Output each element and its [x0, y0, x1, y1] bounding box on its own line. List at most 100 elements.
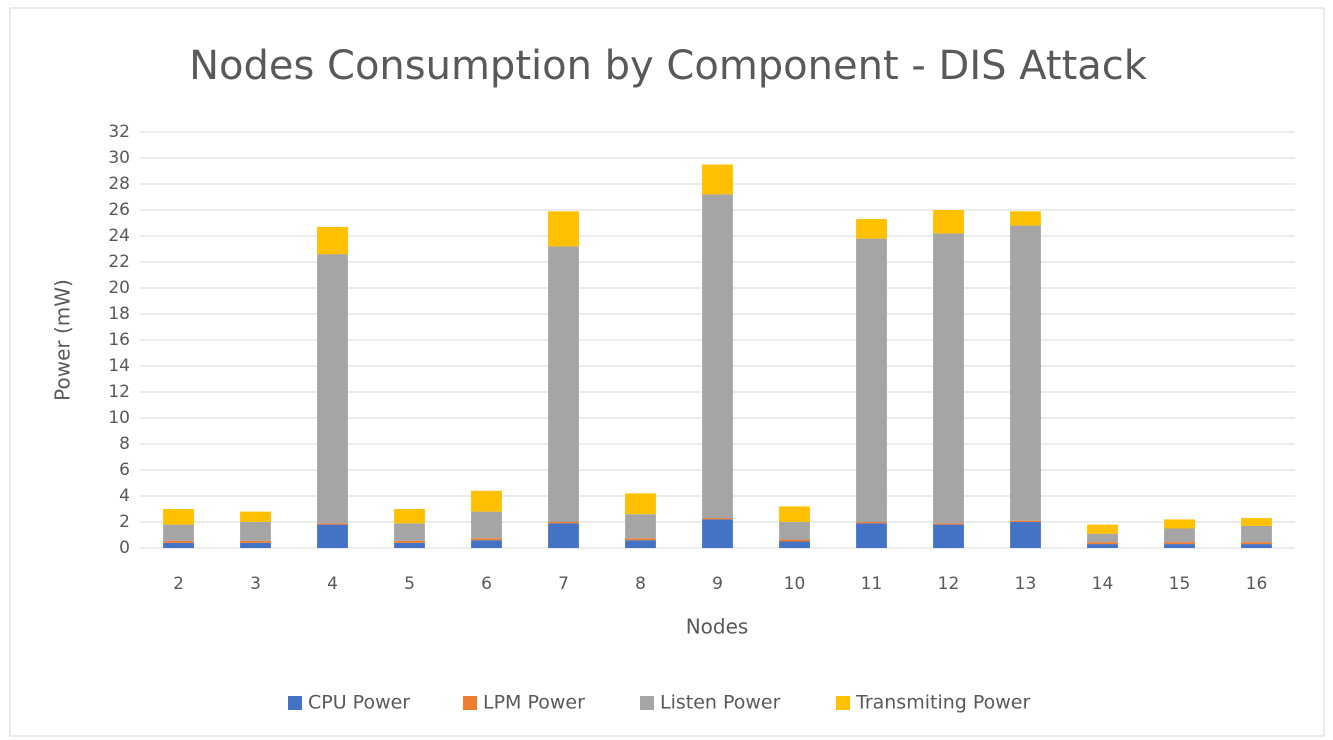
bar-segment — [702, 519, 733, 548]
x-tick-label: 15 — [1169, 574, 1191, 594]
y-tick-label: 0 — [119, 538, 130, 558]
y-tick-label: 4 — [119, 486, 130, 506]
y-axis-label: Power (mW) — [51, 279, 75, 401]
legend-label: LPM Power — [483, 692, 585, 714]
x-tick-label: 9 — [712, 574, 723, 594]
bar-segment — [1010, 520, 1041, 522]
y-tick-label: 14 — [108, 356, 130, 376]
y-tick-label: 6 — [119, 460, 130, 480]
bar-segment — [163, 542, 194, 548]
bar-segment — [702, 518, 733, 520]
bar-segment — [933, 523, 964, 525]
bar-segment — [317, 523, 348, 525]
bar-segment — [625, 538, 656, 541]
bar-segment — [933, 233, 964, 524]
legend-swatch — [463, 696, 477, 710]
bar-segment — [163, 540, 194, 543]
bar-segment — [1010, 522, 1041, 548]
x-tick-label: 5 — [404, 574, 415, 594]
bar-segment — [163, 524, 194, 541]
y-tick-label: 10 — [108, 408, 130, 428]
bar-segment — [548, 522, 579, 524]
bar-segment — [240, 522, 271, 541]
bar-segment — [317, 226, 348, 255]
bar-segment — [1241, 518, 1272, 526]
y-tick-label: 26 — [108, 200, 130, 220]
bar-segment — [779, 522, 810, 540]
bar-segment — [856, 238, 887, 522]
bar-segment — [548, 523, 579, 548]
legend-label: CPU Power — [308, 692, 410, 714]
bar-segment — [933, 524, 964, 548]
y-tick-label: 16 — [108, 330, 130, 350]
y-tick-label: 20 — [108, 278, 130, 298]
legend-label: Listen Power — [660, 692, 781, 714]
x-tick-label: 2 — [173, 574, 184, 594]
bar-segment — [240, 540, 271, 543]
legend-swatch — [836, 696, 850, 710]
x-tick-label: 4 — [327, 574, 338, 594]
bar-segment — [1087, 524, 1118, 534]
bar-segment — [933, 210, 964, 234]
x-axis-label: Nodes — [686, 615, 749, 639]
bar-segment — [240, 511, 271, 522]
y-tick-label: 2 — [119, 512, 130, 532]
bar-segment — [548, 211, 579, 247]
bar-segment — [471, 540, 502, 548]
bar-segment — [1241, 544, 1272, 548]
bar-segment — [1164, 519, 1195, 529]
y-tick-label: 24 — [108, 226, 130, 246]
y-tick-label: 22 — [108, 252, 130, 272]
y-tick-label: 8 — [119, 434, 130, 454]
bar-segment — [548, 246, 579, 522]
bar-segment — [779, 541, 810, 548]
bar-segment — [1087, 544, 1118, 548]
bar-segment — [394, 523, 425, 541]
bar-segment — [779, 539, 810, 542]
bar-segment — [317, 524, 348, 548]
bar-segment — [1164, 528, 1195, 543]
x-tick-label: 10 — [784, 574, 806, 594]
bar-segment — [163, 509, 194, 525]
bar-segment — [702, 194, 733, 519]
bar-segment — [317, 254, 348, 524]
x-tick-label: 8 — [635, 574, 646, 594]
bar-segment — [1087, 533, 1118, 543]
y-tick-label: 32 — [108, 122, 130, 142]
bar-segment — [1241, 525, 1272, 543]
bar-segment — [856, 219, 887, 239]
y-tick-label: 12 — [108, 382, 130, 402]
x-tick-label: 12 — [938, 574, 960, 594]
bar-segment — [394, 540, 425, 543]
x-tick-label: 16 — [1246, 574, 1268, 594]
x-tick-label: 3 — [250, 574, 261, 594]
legend-swatch — [640, 696, 654, 710]
x-tick-label: 6 — [481, 574, 492, 594]
x-tick-label: 13 — [1015, 574, 1037, 594]
bar-segment — [471, 490, 502, 512]
bar-segment — [1164, 542, 1195, 545]
y-tick-label: 30 — [108, 148, 130, 168]
y-tick-label: 28 — [108, 174, 130, 194]
x-tick-label: 7 — [558, 574, 569, 594]
chart-frame — [9, 7, 1325, 737]
bar-segment — [625, 514, 656, 539]
x-tick-label: 14 — [1092, 574, 1114, 594]
y-tick-label: 18 — [108, 304, 130, 324]
bar-segment — [1164, 544, 1195, 548]
bar-segment — [625, 493, 656, 515]
bar-segment — [779, 506, 810, 522]
x-tick-label: 11 — [861, 574, 883, 594]
bar-segment — [1010, 225, 1041, 521]
bar-segment — [625, 540, 656, 548]
bar-segment — [1241, 542, 1272, 545]
chart-title: Nodes Consumption by Component - DIS Att… — [189, 43, 1148, 89]
bar-segment — [471, 511, 502, 539]
legend-label: Transmiting Power — [855, 692, 1031, 714]
bar-segment — [856, 522, 887, 524]
bar-segment — [394, 542, 425, 548]
bar-segment — [1087, 542, 1118, 545]
bar-segment — [471, 538, 502, 541]
